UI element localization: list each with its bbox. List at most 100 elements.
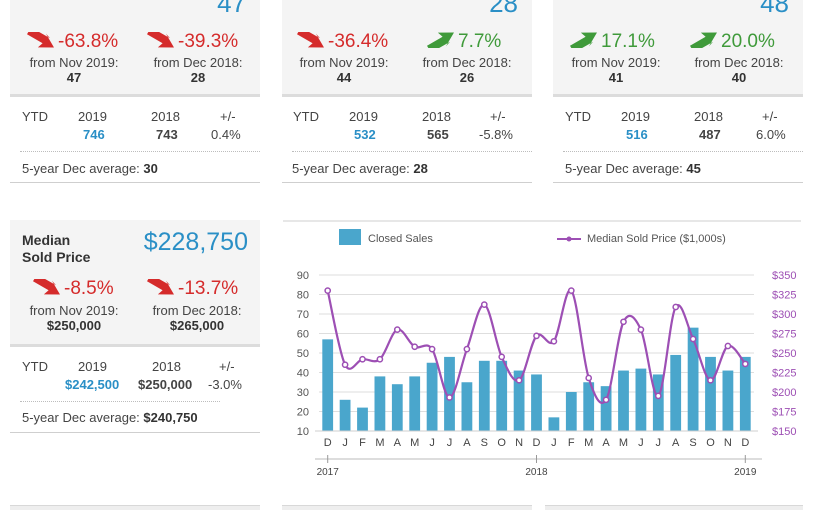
big-value: 48 xyxy=(760,0,789,18)
y-tick-label-right: $250 xyxy=(772,348,796,360)
bar xyxy=(409,376,421,431)
x-tick-label: F xyxy=(568,437,575,449)
y-tick-label-left: 70 xyxy=(297,309,309,321)
ytd-value-2018: 487 xyxy=(699,127,721,142)
y-tick-label-right: $175 xyxy=(772,407,796,419)
from-nov: from Nov 2019: 44 xyxy=(299,55,389,85)
bar xyxy=(357,407,368,431)
bar xyxy=(531,374,542,431)
bar xyxy=(739,356,751,431)
y-tick-label-left: 20 xyxy=(297,407,309,419)
bar xyxy=(426,362,438,431)
bar xyxy=(374,376,386,431)
ytd-table: YTD 2019 2018 +/- 532 565 -5.8% xyxy=(282,109,532,145)
x-tick-label: A xyxy=(672,437,680,449)
y-tick-label-left: 10 xyxy=(297,426,309,438)
legend-bar-swatch xyxy=(339,229,361,245)
ytd-value-2018: 743 xyxy=(156,127,178,142)
x-tick-label: A xyxy=(463,437,471,449)
x-tick-label: M xyxy=(410,437,419,449)
ytd-value-2019: 516 xyxy=(626,127,648,142)
divider xyxy=(20,401,220,402)
y-tick-label-right: $350 xyxy=(772,270,796,282)
card-bottom-border xyxy=(10,432,260,433)
from-dec: from Dec 2018: 28 xyxy=(153,55,243,85)
y-tick-label-left: 80 xyxy=(297,290,309,302)
bar xyxy=(339,399,351,431)
line-point xyxy=(533,332,540,340)
line-point xyxy=(567,287,575,294)
change-nov: -63.8% xyxy=(26,31,118,53)
x-tick-label: J xyxy=(551,437,557,449)
ytd-value-2018: $250,000 xyxy=(138,377,193,392)
bar-series xyxy=(322,327,751,431)
ytd-header-change: +/- xyxy=(762,109,778,124)
ytd-label: YTD xyxy=(293,109,319,124)
card-header-band xyxy=(10,0,260,97)
x-tick-label: M xyxy=(375,437,384,449)
big-value: 47 xyxy=(217,0,246,18)
ytd-header-change: +/- xyxy=(219,359,235,374)
down-arrow-icon xyxy=(147,279,174,295)
y-tick-label-right: $200 xyxy=(772,387,796,399)
x-tick-label: J xyxy=(429,437,435,449)
ytd-value-2019: 532 xyxy=(354,127,376,142)
bar xyxy=(635,368,647,431)
five-year-average: 5-year Dec average: $240,750 xyxy=(22,410,198,425)
change-nov: -8.5% xyxy=(32,278,114,300)
line-point xyxy=(515,376,523,384)
legend-median-price: Median Sold Price ($1,000s) xyxy=(587,233,726,245)
ytd-value-change: 0.4% xyxy=(211,127,241,142)
y-tick-label-left: 90 xyxy=(297,270,309,282)
bar xyxy=(444,356,455,431)
y-tick-label-left: 40 xyxy=(297,368,309,380)
ytd-value-2019: $242,500 xyxy=(65,377,120,392)
line-point xyxy=(620,318,627,326)
line-point xyxy=(341,361,349,369)
line-point xyxy=(393,326,401,333)
ytd-label: YTD xyxy=(22,109,48,124)
y-tick-label-right: $150 xyxy=(772,426,796,438)
x-tick-label: O xyxy=(497,437,506,449)
ytd-value-2018: 565 xyxy=(427,127,449,142)
x-tick-label: J xyxy=(447,437,453,449)
legend-closed-sales: Closed Sales xyxy=(368,233,433,245)
bar xyxy=(600,386,612,431)
divider xyxy=(292,151,532,152)
ytd-value-change: -3.0% xyxy=(208,377,242,392)
from-nov: from Nov 2019: 41 xyxy=(571,55,661,85)
x-tick-label: D xyxy=(533,437,541,449)
x-tick-label: F xyxy=(359,437,366,449)
bar xyxy=(391,384,403,431)
down-arrow-icon xyxy=(147,32,174,48)
y-tick-label-right: $300 xyxy=(772,309,796,321)
x-tick-label: J xyxy=(342,437,348,449)
line-point xyxy=(359,355,366,363)
line-point xyxy=(724,342,732,350)
ytd-header-2018: 2018 xyxy=(151,109,180,124)
change-nov: -36.4% xyxy=(296,31,388,53)
ytd-table: YTD 2019 2018 +/- 746 743 0.4% xyxy=(10,109,260,145)
change-dec: 7.7% xyxy=(426,31,501,53)
ytd-table: YTD 2019 2018 +/- $242,500 $250,000 -3.0… xyxy=(10,359,260,395)
bar xyxy=(722,370,734,431)
line-point xyxy=(411,343,419,351)
year-label: 2019 xyxy=(734,467,757,478)
median-sold-price-card: Median Sold Price $228,750 -8.5% -13.7% f… xyxy=(10,220,260,435)
line-point xyxy=(689,335,697,343)
closed-sales-median-price-chart: Closed Sales Median Sold Price ($1,000s)… xyxy=(283,220,801,478)
bar xyxy=(652,374,664,431)
line-point xyxy=(480,301,488,308)
line-point xyxy=(550,337,558,345)
line-point xyxy=(428,345,436,353)
x-tick-label: S xyxy=(689,437,696,449)
bar xyxy=(461,382,473,431)
line-point xyxy=(741,360,749,368)
from-nov: from Nov 2019: $250,000 xyxy=(29,303,119,333)
bar xyxy=(670,354,682,431)
ytd-header-change: +/- xyxy=(220,109,236,124)
ytd-table: YTD 2019 2018 +/- 516 487 6.0% xyxy=(553,109,803,145)
ytd-header-2019: 2019 xyxy=(78,109,107,124)
x-tick-label: J xyxy=(656,437,662,449)
card-header-band xyxy=(10,220,260,347)
